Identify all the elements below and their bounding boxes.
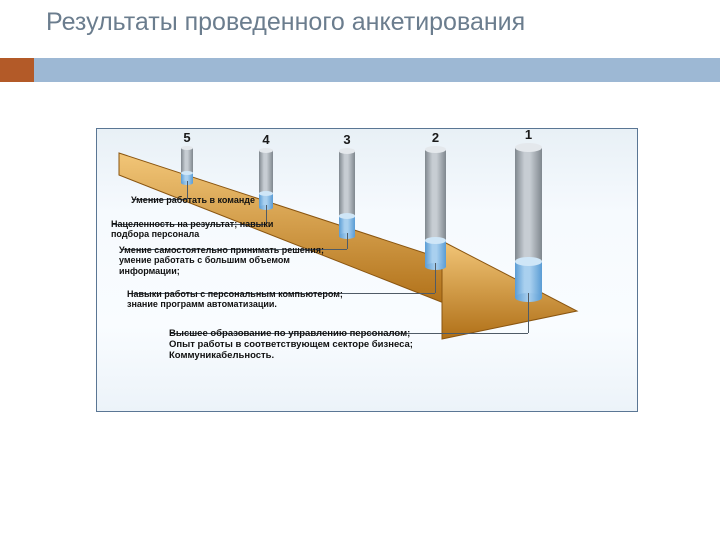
cylinder-label-4: Нацеленность на результат; навыки подбор… — [111, 219, 273, 240]
rank-number-1: 1 — [509, 128, 548, 142]
title-accent-left — [0, 58, 34, 82]
cylinder-label-5: Умение работать в команде — [131, 195, 255, 205]
cylinder-label-2: Навыки работы с персональным компьютером… — [127, 289, 343, 310]
rank-number-5: 5 — [175, 130, 199, 145]
cylinder-5 — [181, 146, 193, 185]
leader-line — [347, 233, 348, 249]
cylinder-4 — [259, 148, 273, 210]
cylinder-3 — [339, 148, 355, 239]
leader-line — [435, 263, 436, 293]
title-accent-right — [34, 58, 720, 82]
leader-line — [528, 293, 529, 333]
rank-number-3: 3 — [333, 132, 361, 147]
ranked-cylinder-chart: 5 Умение работать в команде 4 Нацеленность … — [96, 128, 638, 412]
rank-number-2: 2 — [419, 130, 452, 145]
cylinder-label-3: Умение самостоятельно принимать решения;… — [119, 245, 324, 276]
rank-number-4: 4 — [253, 132, 279, 147]
page-title: Результаты проведенного анкетирования — [46, 8, 525, 36]
slide: Результаты проведенного анкетирования 5 У… — [0, 0, 720, 540]
cylinder-label-1: Высшее образование по управлению персона… — [169, 329, 413, 362]
cylinder-1 — [515, 143, 542, 302]
cylinder-2 — [425, 146, 446, 270]
